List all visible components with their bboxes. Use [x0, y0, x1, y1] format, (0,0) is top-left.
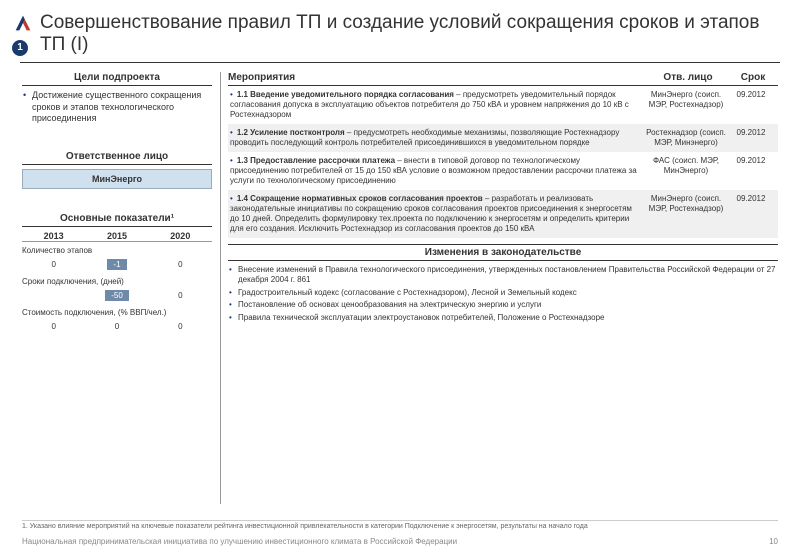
activity-deadline: 09.2012	[726, 128, 776, 148]
page-title: Совершенствование правил ТП и создание у…	[40, 12, 780, 56]
col-deadline: Срок	[728, 72, 778, 83]
change-item: Градостроительный кодекс (согласование с…	[238, 288, 778, 298]
change-item: Внесение изменений в Правила технологиче…	[238, 265, 778, 286]
activity-text: 1.3 Предоставление рассрочки платежа – в…	[230, 156, 646, 186]
kpi-row-label: Стоимость подключения, (% ВВП/чел.)	[22, 308, 212, 317]
kpi-row-label: Сроки подключения, (дней)	[22, 277, 212, 286]
section-number-badge: 1	[12, 40, 28, 56]
col-activity: Мероприятия	[228, 72, 648, 83]
kpi-year: 2013	[22, 231, 85, 241]
activity-row: 1.4 Сокращение нормативных сроков соглас…	[228, 190, 778, 238]
logo-icon	[12, 12, 34, 34]
activity-text: 1.4 Сокращение нормативных сроков соглас…	[230, 194, 646, 234]
activity-row: 1.2 Усиление постконтроля – предусмотрет…	[228, 124, 778, 152]
change-item: Правила технической эксплуатации электро…	[238, 313, 778, 323]
kpi-cell: 0	[22, 260, 85, 269]
kpi-cell: 0	[149, 291, 212, 300]
goals-heading: Цели подпроекта	[22, 72, 212, 86]
title-divider	[20, 62, 780, 63]
kpi-row-label: Количество этапов	[22, 246, 212, 255]
kpi-row: -500	[22, 286, 212, 304]
kpi-cell: 0	[85, 322, 148, 331]
activity-responsible: МинЭнерго (соисп. МЭР, Ростехнадзор)	[646, 90, 726, 120]
goal-text: Достижение существенного сокращения срок…	[32, 90, 212, 125]
responsible-box: МинЭнерго	[22, 169, 212, 189]
change-item: Постановление об основах ценообразования…	[238, 300, 778, 310]
activity-text: 1.1 Введение уведомительного порядка сог…	[230, 90, 646, 120]
responsible-heading: Ответственное лицо	[22, 151, 212, 165]
kpi-year: 2020	[149, 231, 212, 241]
footer-text: Национальная предпринимательская инициат…	[22, 537, 457, 546]
footnote: 1. Указано влияние мероприятий на ключев…	[22, 520, 778, 530]
changes-heading: Изменения в законодательстве	[228, 244, 778, 261]
activity-deadline: 09.2012	[726, 194, 776, 234]
right-column: Мероприятия Отв. лицо Срок 1.1 Введение …	[228, 72, 778, 325]
kpi-heading: Основные показатели¹	[22, 213, 212, 227]
col-responsible: Отв. лицо	[648, 72, 728, 83]
kpi-cell: -1	[85, 259, 148, 270]
kpi-cell: 0	[149, 260, 212, 269]
activity-responsible: Ростехнадзор (соисп. МЭР, Минэнерго)	[646, 128, 726, 148]
activity-row: 1.3 Предоставление рассрочки платежа – в…	[228, 152, 778, 190]
activities-header: Мероприятия Отв. лицо Срок	[228, 72, 778, 86]
kpi-year: 2015	[85, 231, 148, 241]
activity-responsible: ФАС (соисп. МЭР, МинЭнерго)	[646, 156, 726, 186]
activity-responsible: МинЭнерго (соисп. МЭР, Ростехнадзор)	[646, 194, 726, 234]
activity-text: 1.2 Усиление постконтроля – предусмотрет…	[230, 128, 646, 148]
kpi-row: 000	[22, 317, 212, 335]
left-column: Цели подпроекта Достижение существенного…	[22, 72, 212, 335]
kpi-cell: -50	[85, 290, 148, 301]
kpi-cell: 0	[149, 322, 212, 331]
activity-row: 1.1 Введение уведомительного порядка сог…	[228, 86, 778, 124]
activity-deadline: 09.2012	[726, 156, 776, 186]
footer: Национальная предпринимательская инициат…	[22, 537, 778, 546]
activity-deadline: 09.2012	[726, 90, 776, 120]
page-number: 10	[769, 537, 778, 546]
column-separator	[220, 72, 221, 504]
kpi-years-row: 2013 2015 2020	[22, 231, 212, 242]
kpi-cell: 0	[22, 322, 85, 331]
kpi-row: 0-10	[22, 255, 212, 273]
